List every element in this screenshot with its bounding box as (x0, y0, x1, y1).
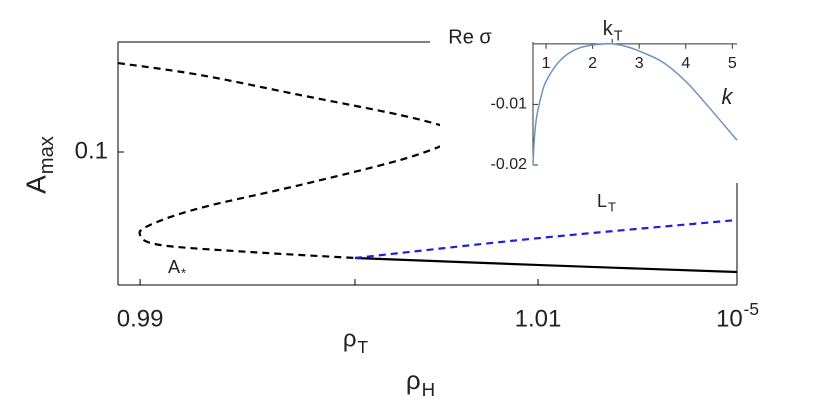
inset-y-tick-label: -0.01 (491, 96, 528, 113)
inset-x-tick-label: 4 (681, 55, 690, 72)
y-axis-label-subscript: max (36, 136, 58, 174)
x-tick-label-superscript: -5 (744, 299, 759, 319)
annotation: A (168, 257, 180, 277)
curve (532, 42, 738, 166)
annotation: L (597, 191, 607, 211)
inset-x-tick-label: 1 (542, 55, 551, 72)
inset-x-tick-label: 5 (728, 55, 737, 72)
inset-y-tick-label: -0.02 (491, 156, 528, 173)
y-tick-label: 0.1 (75, 137, 108, 164)
curve (117, 61, 460, 260)
annotation-subscript: * (181, 266, 186, 281)
x-axis-label-subscript: H (422, 379, 436, 400)
inset-top-tick-label: k (603, 18, 614, 40)
inset-x-axis-label: k (722, 84, 734, 109)
y-axis-label: A (20, 175, 51, 194)
x-tick-label: ρ (343, 325, 357, 352)
curve (354, 218, 738, 260)
annotation-subscript: T (608, 200, 616, 215)
inset-x-tick-label: 2 (588, 55, 597, 72)
inset-top-tick-label-subscript: T (614, 29, 623, 45)
inset-background (440, 15, 740, 175)
x-tick-label: 1.01 (515, 305, 562, 332)
x-tick-label: 0.99 (117, 305, 164, 332)
curve (354, 256, 738, 274)
x-axis-label: ρ (406, 365, 421, 395)
x-tick-label: 10 (716, 305, 743, 332)
x-tick-label-subscript: T (358, 337, 369, 357)
inset-x-tick-label: 3 (635, 55, 644, 72)
inset-y-axis-label: Re σ (448, 26, 492, 48)
